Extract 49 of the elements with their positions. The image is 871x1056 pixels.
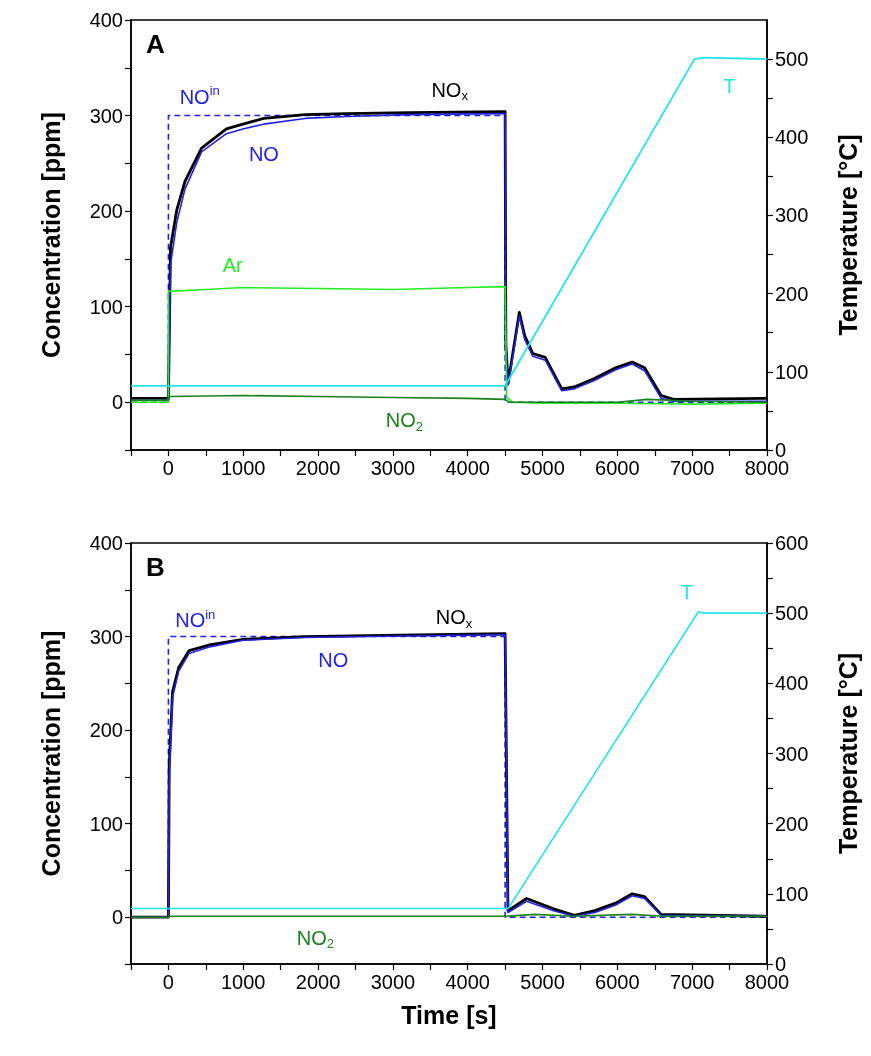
y-tick-label: 300 xyxy=(89,625,123,648)
y-tick-label: 200 xyxy=(89,200,123,223)
y-tick-label: 200 xyxy=(89,719,123,742)
series-label: NO xyxy=(318,649,349,672)
y2-tick-label: 200 xyxy=(775,282,809,305)
series-label: Ar xyxy=(222,253,244,276)
x-tick-label: 5000 xyxy=(520,457,565,479)
y-tick-label: 400 xyxy=(89,9,123,31)
chart-title: A xyxy=(146,29,165,59)
x-tick-label: 0 xyxy=(162,971,174,993)
x-tick-label: 6000 xyxy=(595,971,640,993)
x-tick-label: 1000 xyxy=(220,971,266,993)
y2-axis-title: Temperature [°C] xyxy=(833,134,862,336)
x-tick-label: 7000 xyxy=(669,971,715,993)
y2-tick-label: 500 xyxy=(775,602,809,625)
x-tick-label: 7000 xyxy=(669,457,715,479)
x-tick-label: 6000 xyxy=(595,457,640,479)
y2-tick-label: 300 xyxy=(775,204,809,227)
y2-tick-label: 400 xyxy=(775,126,809,149)
y-tick-label: 400 xyxy=(89,532,123,554)
x-tick-label: 2000 xyxy=(295,457,341,479)
x-tick-label: 0 xyxy=(162,457,174,479)
x-tick-label: 4000 xyxy=(445,457,490,479)
y2-tick-label: 100 xyxy=(775,360,809,383)
x-axis-title: Time [s] xyxy=(401,1000,497,1029)
y2-axis-title: Temperature [°C] xyxy=(833,652,862,855)
y-tick-label: 300 xyxy=(89,104,123,127)
x-tick-label: 2000 xyxy=(295,971,341,993)
y-tick-label: 0 xyxy=(111,906,123,929)
chart-title: B xyxy=(146,552,165,582)
y2-tick-label: 300 xyxy=(775,742,809,765)
y2-tick-label: 100 xyxy=(775,882,809,905)
series-label: T xyxy=(723,74,736,97)
x-tick-label: 4000 xyxy=(445,971,490,993)
y2-tick-label: 500 xyxy=(775,48,809,71)
y-tick-label: 100 xyxy=(89,295,123,318)
series-label: NO xyxy=(248,142,279,165)
y-tick-label: 100 xyxy=(89,812,123,835)
x-tick-label: 5000 xyxy=(520,971,565,993)
y-axis-title: Concentration [ppm] xyxy=(36,630,65,877)
y2-tick-label: 200 xyxy=(775,812,809,835)
y2-tick-label: 400 xyxy=(775,672,809,695)
x-tick-label: 1000 xyxy=(220,457,266,479)
series-label: T xyxy=(680,580,693,603)
y-axis-title: Concentration [ppm] xyxy=(36,112,65,358)
y-tick-label: 0 xyxy=(111,391,123,414)
x-tick-label: 3000 xyxy=(370,971,416,993)
x-tick-label: 3000 xyxy=(370,457,416,479)
y2-tick-label: 600 xyxy=(775,532,809,554)
